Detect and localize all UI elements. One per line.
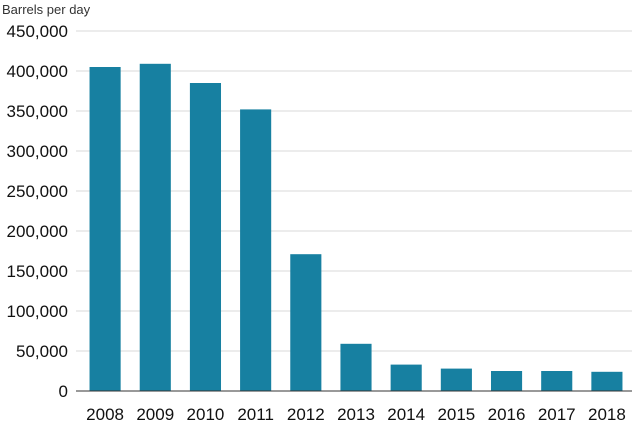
y-tick-label: 50,000: [16, 342, 68, 361]
bars: [89, 63, 623, 392]
x-tick-label: 2009: [136, 405, 174, 424]
y-axis-label: Barrels per day: [2, 2, 91, 17]
bar-2017: [541, 371, 573, 391]
x-tick-label: 2012: [287, 405, 325, 424]
y-tick-label: 150,000: [7, 262, 68, 281]
y-tick-label: 400,000: [7, 62, 68, 81]
x-tick-label: 2014: [387, 405, 425, 424]
bar-2015: [440, 368, 472, 391]
x-tick-label: 2010: [187, 405, 225, 424]
x-tick-label: 2011: [237, 405, 274, 424]
y-tick-label: 350,000: [7, 102, 68, 121]
bar-2013: [340, 343, 372, 391]
bar-2008: [89, 67, 121, 391]
bar-2012: [290, 254, 322, 391]
x-tick-label: 2016: [488, 405, 526, 424]
y-tick-label: 200,000: [7, 222, 68, 241]
y-tick-label: 300,000: [7, 142, 68, 161]
x-tick-label: 2008: [86, 405, 124, 424]
bar-2010: [189, 83, 222, 391]
x-tick-label: 2015: [437, 405, 475, 424]
y-tick-label: 0: [59, 382, 68, 401]
bar-2009: [139, 63, 171, 392]
x-tick-label: 2017: [538, 405, 576, 424]
y-axis-ticks: 0 50,000 100,000 150,000 200,000 250,000 300,0…: [7, 22, 68, 401]
y-tick-label: 450,000: [7, 22, 68, 41]
x-axis-ticks: 2008 2009 2010 2011 2012 2013 2014 2015 2016 2017…: [86, 405, 626, 424]
x-tick-label: 2018: [588, 405, 626, 424]
y-tick-label: 100,000: [7, 302, 68, 321]
x-tick-label: 2013: [337, 405, 375, 424]
bar-2018: [591, 371, 623, 391]
bar-2016: [490, 371, 523, 391]
bar-2011: [240, 109, 272, 392]
bar-2014: [390, 364, 422, 391]
y-tick-label: 250,000: [7, 182, 68, 201]
